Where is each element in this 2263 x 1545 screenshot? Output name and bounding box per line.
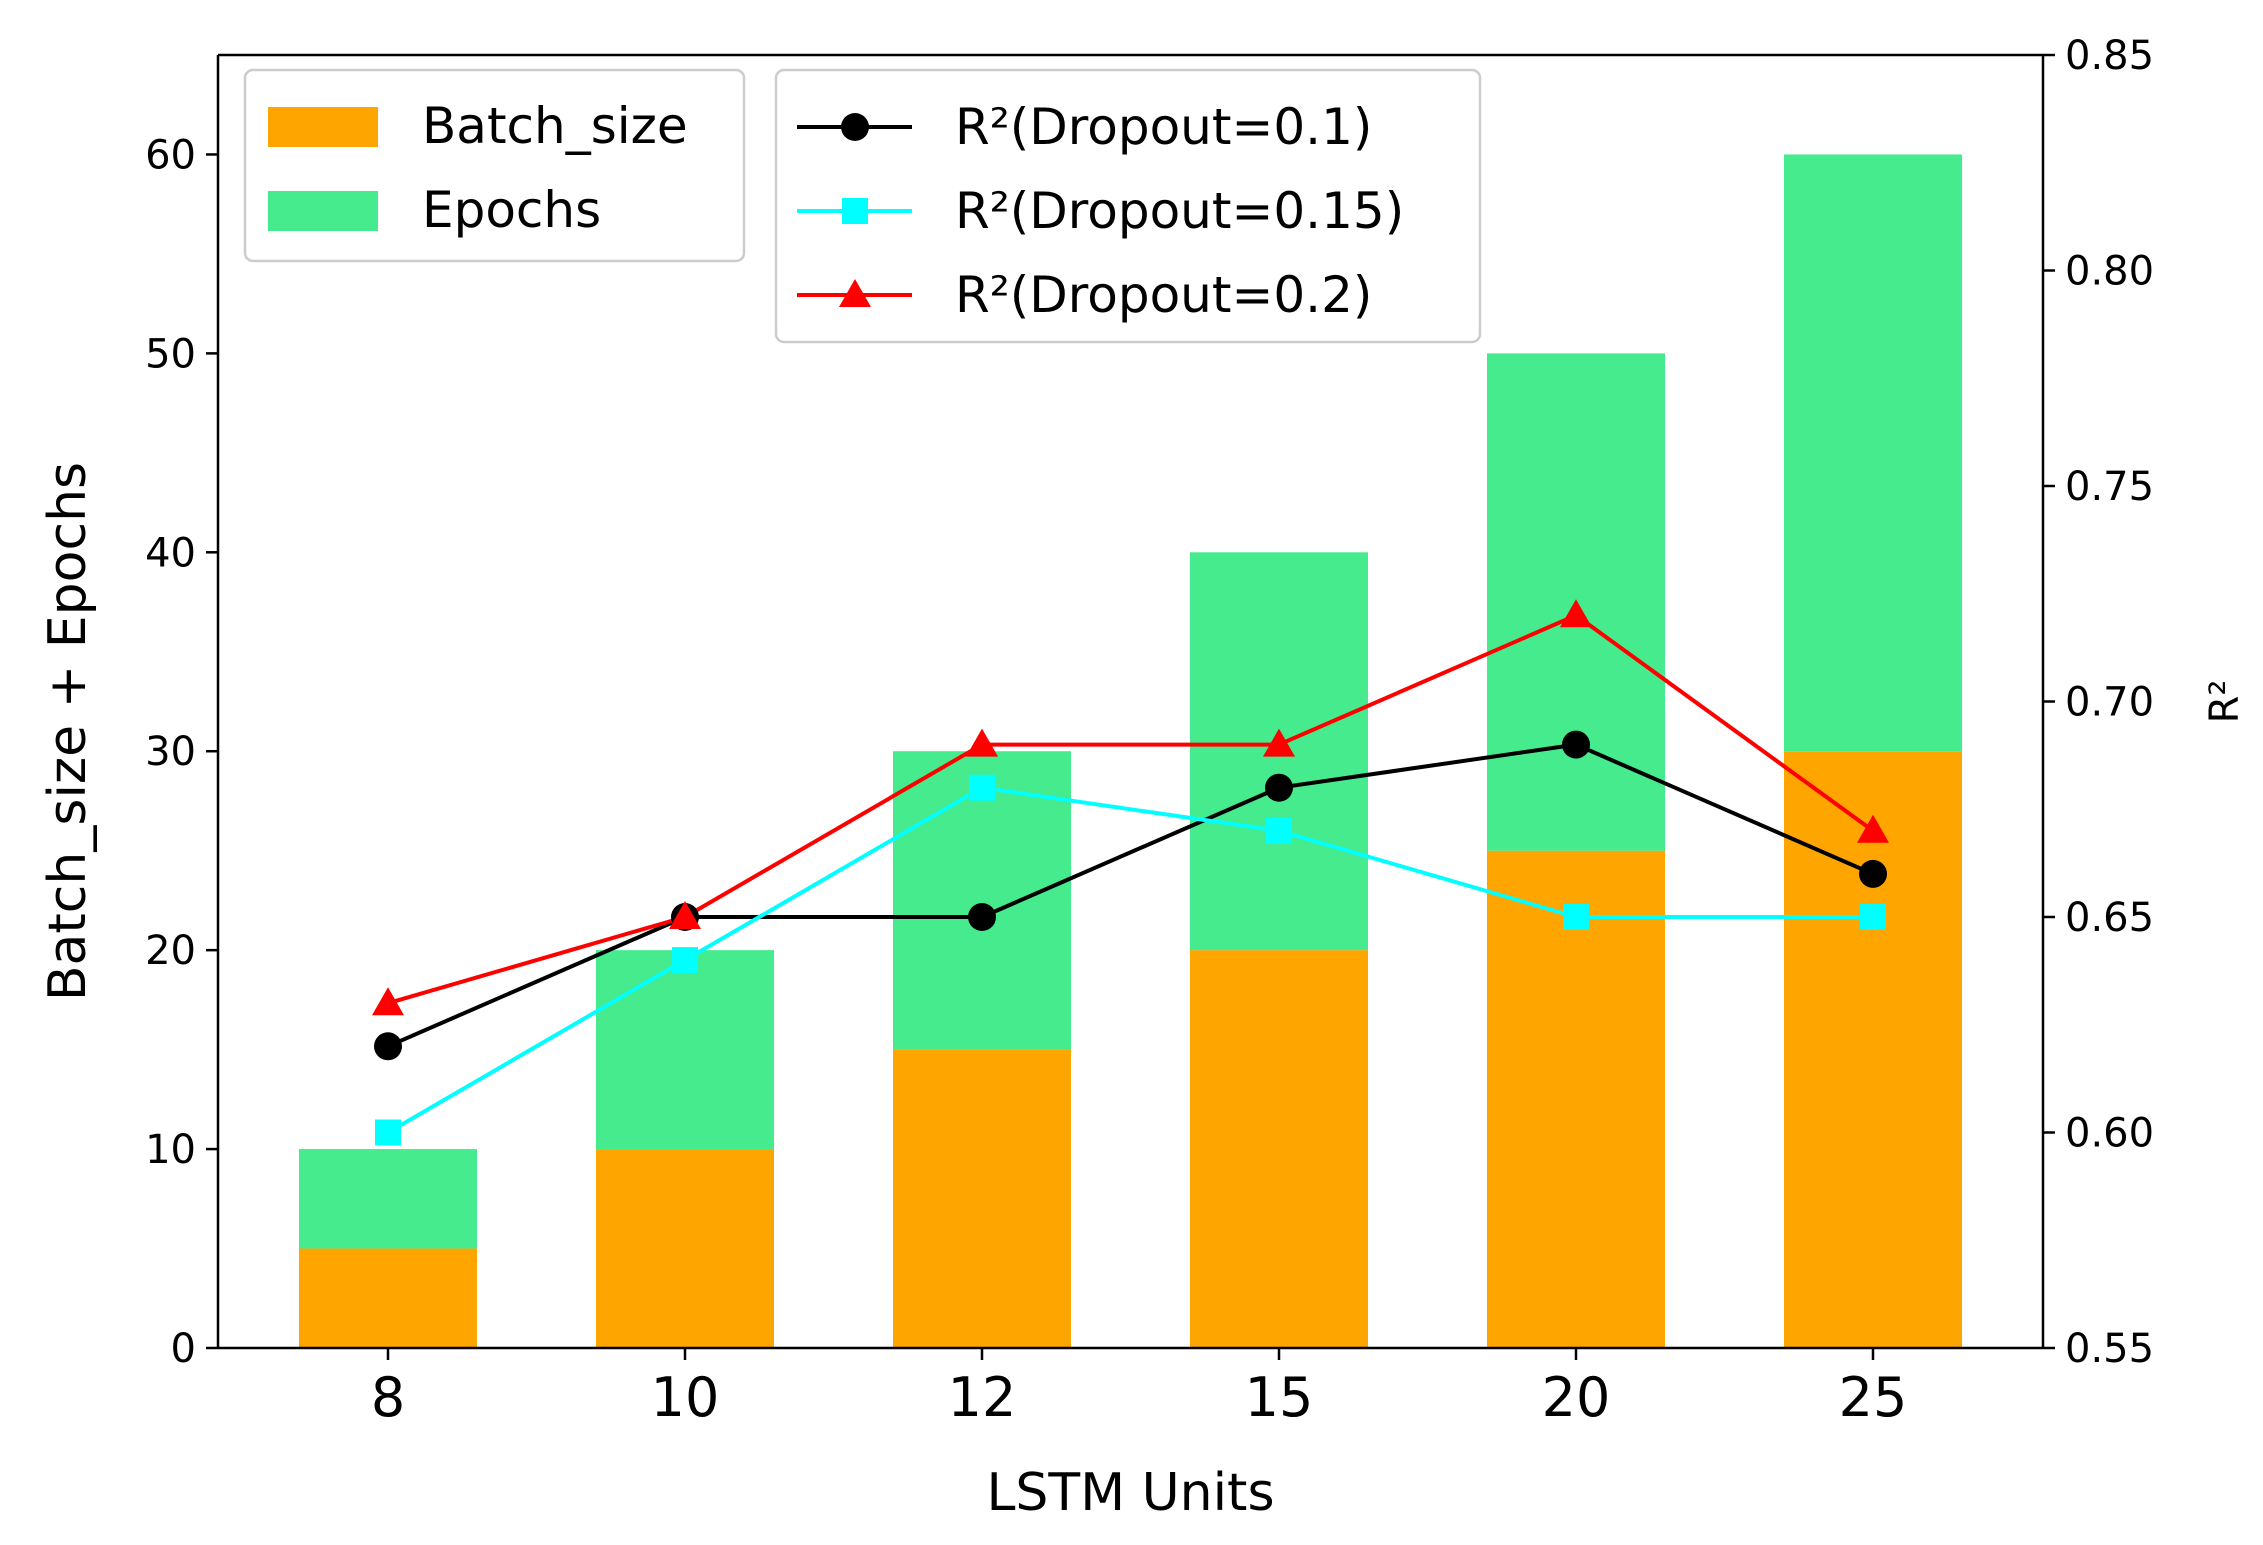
marker-series-0-20 [1562, 730, 1590, 759]
y2-tick-label-0.80: 0.80 [2065, 249, 2154, 295]
marker-series-2-10 [669, 901, 701, 929]
line-legend-marker-0 [841, 113, 869, 141]
legends-layer: Batch_sizeEpochsR²(Dropout=0.1)R²(Dropou… [243, 68, 1482, 344]
x-tick-label-10: 10 [651, 1366, 720, 1429]
bar-legend-swatch-0 [268, 107, 378, 147]
bar-batch-size-25 [1784, 751, 1962, 1348]
line-series-2 [387, 613, 1875, 1006]
bar-batch-size-15 [1190, 950, 1368, 1348]
x-tick-label-25: 25 [1839, 1366, 1908, 1429]
bar-batch-size-20 [1487, 850, 1665, 1348]
y2-tick-label-0.85: 0.85 [2065, 33, 2154, 79]
x-tick-label-8: 8 [371, 1366, 405, 1429]
line-legend-marker-2 [839, 279, 871, 307]
marker-series-2-12 [966, 728, 998, 757]
line-legend-label-0: R²(Dropout=0.1) [955, 98, 1372, 156]
bar-epochs-8 [299, 1149, 477, 1249]
line-series-0 [387, 742, 1874, 1049]
line-legend-box [774, 68, 1482, 344]
line-legend-label-1: R²(Dropout=0.15) [955, 182, 1404, 240]
bar-batch-size-12 [893, 1049, 1071, 1348]
marker-series-2-20 [1560, 599, 1592, 628]
x-tick-label-20: 20 [1542, 1366, 1611, 1429]
y-tick-label-0: 0 [171, 1326, 196, 1372]
line-legend-marker-1 [842, 198, 868, 224]
y-tick-label-40: 40 [145, 530, 196, 576]
bar-epochs-12 [893, 751, 1071, 1050]
bar-legend: Batch_size Epochs [243, 68, 746, 263]
marker-series-2-25 [1857, 814, 1889, 843]
marker-series-1-12 [969, 774, 995, 801]
bar-legend-label-1: Epochs [422, 181, 601, 239]
x-tick-label-15: 15 [1245, 1366, 1314, 1429]
y-tick-label-60: 60 [145, 132, 196, 178]
bar-epochs-10 [596, 950, 774, 1150]
line-series-1 [386, 785, 1873, 1135]
line-legend: R²(Dropout=0.1) R²(Dropout=0.15) R²(Dropou… [774, 68, 1482, 344]
bar-legend-label-0: Batch_size [422, 97, 688, 155]
y2-axis-title: R² [2202, 680, 2248, 724]
x-tick-label-12: 12 [948, 1366, 1017, 1429]
marker-series-1-10 [672, 947, 698, 974]
marker-series-1-20 [1563, 904, 1589, 930]
marker-series-1-25 [1860, 904, 1886, 930]
marker-series-2-15 [1263, 728, 1295, 757]
marker-series-2-8 [372, 987, 404, 1016]
marker-series-1-8 [375, 1119, 401, 1146]
x-axis-title: LSTM Units [986, 1463, 1274, 1523]
marker-series-0-15 [1265, 773, 1293, 802]
bar-batch-size-10 [596, 1149, 774, 1348]
y2-tick-label-0.60: 0.60 [2065, 1111, 2154, 1157]
bar-legend-swatch-1 [268, 191, 378, 231]
marker-series-0-12 [968, 903, 996, 931]
y-axis-title: Batch_size + Epochs [38, 462, 98, 1001]
marker-series-0-25 [1859, 859, 1887, 888]
y-tick-label-10: 10 [145, 1127, 196, 1173]
marker-series-0-8 [374, 1032, 402, 1061]
y2-tick-label-0.70: 0.70 [2065, 680, 2154, 726]
y2-tick-label-0.75: 0.75 [2065, 464, 2154, 510]
bars-layer [299, 154, 1962, 1348]
line-legend-label-2: R²(Dropout=0.2) [955, 266, 1372, 324]
axes-layer: 0 10 20 30 40 50 60 0.55 0.60 0.65 0.70 0.75 0.80 0.8… [38, 33, 2248, 1523]
y2-tick-label-0.65: 0.65 [2065, 895, 2154, 941]
marker-series-1-15 [1266, 817, 1292, 844]
y-tick-label-50: 50 [145, 331, 196, 377]
lines-layer [372, 599, 1889, 1146]
bar-batch-size-8 [299, 1248, 477, 1348]
y-tick-label-30: 30 [145, 729, 196, 775]
y2-tick-label-0.55: 0.55 [2065, 1326, 2154, 1372]
bar-epochs-25 [1784, 154, 1962, 752]
y-tick-label-20: 20 [145, 928, 196, 974]
